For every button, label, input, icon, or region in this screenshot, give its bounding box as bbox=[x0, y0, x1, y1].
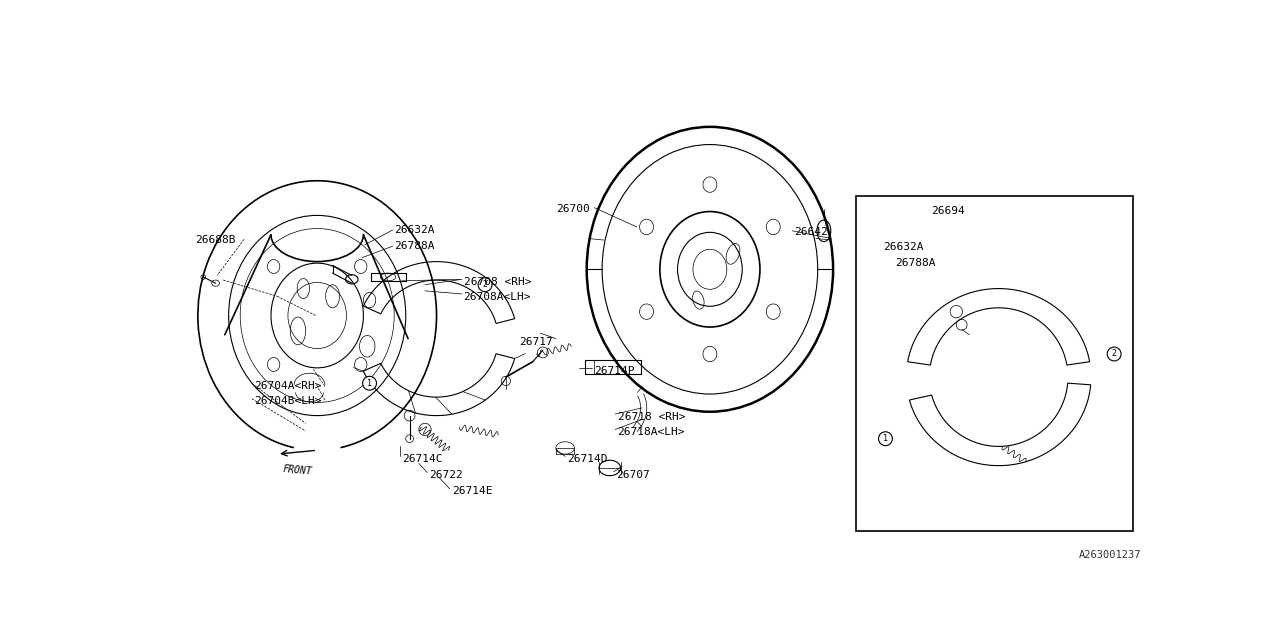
Text: 26714E: 26714E bbox=[452, 486, 493, 497]
Text: 26717: 26717 bbox=[518, 337, 553, 347]
Bar bbox=[856, 196, 1133, 531]
Circle shape bbox=[878, 432, 892, 445]
Text: 26704B<LH>: 26704B<LH> bbox=[253, 396, 321, 406]
Text: A263001237: A263001237 bbox=[1079, 550, 1140, 561]
Text: 26704A<RH>: 26704A<RH> bbox=[253, 381, 321, 391]
Text: 2: 2 bbox=[1111, 349, 1116, 358]
Text: 2: 2 bbox=[483, 280, 488, 289]
Text: 26718 <RH>: 26718 <RH> bbox=[617, 412, 685, 422]
Text: 26688B: 26688B bbox=[196, 235, 236, 244]
Text: 26642: 26642 bbox=[795, 227, 828, 237]
Text: 26722: 26722 bbox=[430, 470, 463, 480]
Text: 26707: 26707 bbox=[616, 470, 650, 479]
Text: 26708 <RH>: 26708 <RH> bbox=[463, 277, 531, 287]
Text: 26632A: 26632A bbox=[394, 225, 435, 235]
Text: 26714C: 26714C bbox=[402, 454, 443, 464]
Text: 26714P: 26714P bbox=[594, 365, 635, 376]
Text: 26788A: 26788A bbox=[394, 241, 435, 251]
Text: 26788A: 26788A bbox=[895, 258, 936, 268]
Text: 26714D: 26714D bbox=[567, 454, 608, 464]
Text: 26708A<LH>: 26708A<LH> bbox=[463, 292, 531, 302]
Circle shape bbox=[362, 376, 376, 390]
Text: 1: 1 bbox=[883, 434, 888, 443]
Text: 26718A<LH>: 26718A<LH> bbox=[617, 427, 685, 437]
Circle shape bbox=[1107, 347, 1121, 361]
Text: 1: 1 bbox=[367, 379, 372, 388]
Text: 26700: 26700 bbox=[556, 204, 590, 214]
Text: 26694: 26694 bbox=[931, 206, 965, 216]
Text: FRONT: FRONT bbox=[283, 464, 314, 477]
Circle shape bbox=[479, 278, 492, 292]
Text: 26632A: 26632A bbox=[883, 243, 924, 252]
